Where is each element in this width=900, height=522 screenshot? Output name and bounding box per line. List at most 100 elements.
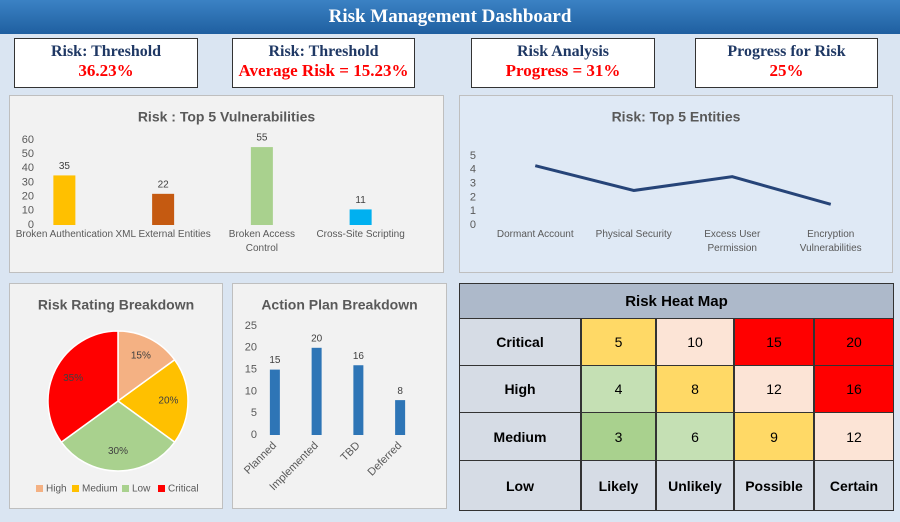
- kpi-card: Risk: Threshold Average Risk = 15.23%: [232, 38, 415, 88]
- chart-panel: Risk : Top 5 Vulnerabilities 0 10 20 30 40 50 6…: [9, 95, 444, 273]
- heat-cell: 20: [814, 318, 894, 366]
- value-label: 11: [355, 195, 366, 206]
- y-tick-label: 5: [251, 407, 257, 419]
- value-label: 35: [59, 161, 71, 172]
- bar: [353, 365, 364, 435]
- kpi-value: Average Risk = 15.23%: [238, 61, 409, 80]
- pie-slice: [47, 330, 119, 444]
- legend-label: Critical: [168, 484, 199, 495]
- y-tick-label: 0: [251, 429, 257, 441]
- legend-swatch: [158, 485, 165, 492]
- heat-cell: 12: [734, 365, 814, 413]
- x-tick-label: Planned: [242, 440, 279, 477]
- y-tick-label: 60: [22, 134, 34, 146]
- x-tick-label-box: XML External Entities: [115, 229, 211, 240]
- bar: [349, 209, 372, 225]
- x-tick-label: Broken Access Control: [228, 229, 295, 254]
- x-tick-label: XML External Entities: [115, 229, 211, 240]
- row-label: Critical: [459, 318, 581, 366]
- chart-panel: Risk Rating Breakdown 15% 20% 30% 35% High Med…: [9, 283, 223, 509]
- value-label: 35%: [63, 373, 83, 384]
- y-tick-label: 25: [245, 320, 257, 332]
- chart: Risk Rating Breakdown 15% 20% 30% 35% High Med…: [36, 297, 199, 495]
- heat-cell: 12: [814, 412, 894, 461]
- pie-slice: [117, 330, 176, 403]
- chart-title: Risk: Top 5 Entities: [612, 109, 741, 125]
- chart-title: Action Plan Breakdown: [261, 297, 417, 313]
- column-label: Likely: [581, 460, 656, 511]
- kpi-title: Risk: Threshold: [50, 43, 162, 60]
- heat-cell: 16: [814, 365, 894, 413]
- x-tick-label: Encryption Vulnerabilities: [799, 229, 862, 254]
- chart-panel: Risk: Top 5 Entities 0 1 2 3 4 5 Dormant Accoun…: [459, 95, 893, 273]
- kpi-value: 25%: [769, 61, 804, 80]
- kpi-title: Progress for Risk: [727, 43, 846, 60]
- x-tick-label: Excess User Permission: [704, 229, 761, 254]
- y-tick-label: 1: [470, 205, 476, 217]
- y-tick-label: 20: [245, 342, 257, 354]
- kpi-card: Progress for Risk 25%: [695, 38, 878, 88]
- column-label: Possible: [734, 460, 814, 511]
- column-label: Unlikely: [656, 460, 734, 511]
- row-label: Medium: [459, 412, 581, 461]
- chart: Action Plan Breakdown 0 5 10 15 20 25 15 Planned…: [242, 297, 418, 493]
- bar: [250, 147, 273, 225]
- kpi-title: Risk Analysis: [516, 43, 610, 60]
- bar: [311, 347, 322, 435]
- line: [534, 164, 832, 206]
- y-tick-label: 0: [470, 219, 476, 231]
- row-label: High: [459, 365, 581, 413]
- x-tick-label: Physical Security: [595, 229, 672, 240]
- kpi-value: Progress = 31%: [505, 61, 621, 80]
- x-tick-label-box: Cross-Site Scripting: [316, 229, 405, 240]
- x-tick-label: Deferred: [366, 440, 405, 479]
- x-tick-label-box: Physical Security: [595, 229, 672, 240]
- y-tick-label: 10: [245, 385, 257, 397]
- heat-cell: 4: [581, 365, 656, 413]
- y-tick-label: 0: [28, 219, 34, 231]
- y-tick-label: 5: [470, 150, 476, 162]
- x-tick-label-box: Excess User Permission: [704, 229, 761, 254]
- heat-cell: 10: [656, 318, 734, 366]
- x-tick-label-box: Broken Access Control: [228, 229, 295, 254]
- value-label: 16: [353, 351, 365, 362]
- value-label: 8: [397, 386, 403, 397]
- heat-cell: 15: [734, 318, 814, 366]
- x-tick-label: Broken Authentication: [15, 229, 114, 240]
- bar: [269, 369, 280, 435]
- heat-cell: 5: [581, 318, 656, 366]
- bar: [152, 193, 175, 225]
- kpi-value: 36.23%: [78, 61, 134, 80]
- y-tick-label: 15: [245, 364, 257, 376]
- x-tick-label: Dormant Account: [496, 229, 574, 240]
- bar: [395, 400, 406, 435]
- pie-slice: [60, 400, 176, 472]
- dashboard-title: Risk Management Dashboard: [0, 0, 900, 34]
- y-tick-label: 40: [22, 162, 34, 174]
- x-tick-label: TBD: [339, 440, 363, 464]
- x-tick-label-box: Dormant Account: [496, 229, 574, 240]
- legend-swatch: [122, 485, 129, 492]
- value-label: 15%: [131, 351, 151, 362]
- value-label: 30%: [108, 446, 128, 457]
- chart-title: Risk Rating Breakdown: [38, 297, 194, 313]
- legend-label: High: [46, 484, 67, 495]
- heat-cell: 9: [734, 412, 814, 461]
- legend-label: Medium: [82, 484, 118, 495]
- legend-label: Low: [132, 484, 151, 495]
- y-tick-label: 4: [470, 164, 476, 176]
- column-label: Certain: [814, 460, 894, 511]
- heat-cell: 3: [581, 412, 656, 461]
- chart-panel: Action Plan Breakdown 0 5 10 15 20 25 15 Planned…: [232, 283, 447, 509]
- x-tick-label: Cross-Site Scripting: [316, 229, 405, 240]
- value-label: 20%: [158, 396, 178, 407]
- value-label: 22: [158, 179, 170, 190]
- y-tick-label: 50: [22, 148, 34, 160]
- x-tick-label-box: Broken Authentication: [15, 229, 114, 240]
- y-tick-label: 20: [22, 191, 34, 203]
- kpi-title: Risk: Threshold: [268, 43, 379, 60]
- value-label: 55: [256, 133, 268, 144]
- y-tick-label: 2: [470, 191, 476, 203]
